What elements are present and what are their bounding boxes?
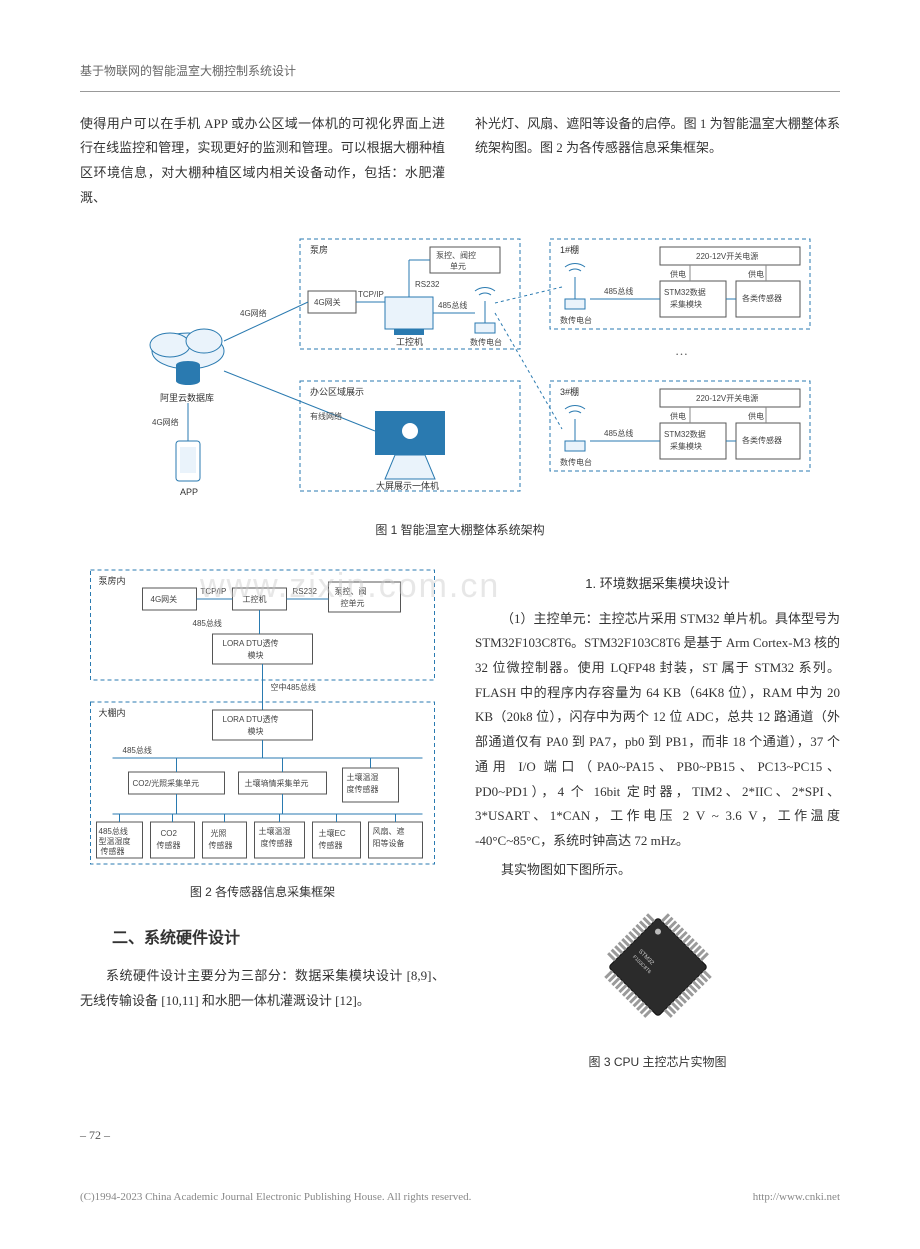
lower-columns: www.zixin.com.cn 泵房内 4G网关 工控机 泵控、阀 控单元 T… <box>80 562 840 1094</box>
fig1-rs232: RS232 <box>415 280 440 289</box>
svg-text:土壤墒情采集单元: 土壤墒情采集单元 <box>245 778 309 788</box>
svg-text:485总线: 485总线 <box>123 745 152 755</box>
section-2-1-p2: 其实物图如下图所示。 <box>475 858 840 883</box>
svg-text:4G网关: 4G网关 <box>151 594 178 604</box>
header-title: 基于物联网的智能温室大棚控制系统设计 <box>80 64 296 78</box>
svg-text:485总线: 485总线 <box>99 826 128 836</box>
fig1-power-1: 供电 <box>670 269 686 279</box>
fig1-screen: 大屏展示一体机 <box>376 480 439 491</box>
svg-text:传感器: 传感器 <box>209 840 233 850</box>
svg-text:风扇、遮: 风扇、遮 <box>373 826 405 836</box>
fig1-psu-2: 220-12V开关电源 <box>696 393 758 403</box>
fig2-pump-inside: 泵房内 <box>99 575 126 586</box>
intro-columns: 使得用户可以在手机 APP 或办公区域一体机的可视化界面上进行在线监控和管理，实… <box>80 112 840 215</box>
svg-text:土壤EC: 土壤EC <box>319 828 346 838</box>
figure-3-wrap: STM32 F103C8T6 <box>475 892 840 1051</box>
fig1-app: APP <box>180 487 198 497</box>
svg-text:STM32数据: STM32数据 <box>664 287 706 297</box>
svg-text:度传感器: 度传感器 <box>347 784 379 794</box>
fig1-485-2: 485总线 <box>604 286 633 296</box>
svg-text:土壤温湿: 土壤温湿 <box>347 772 379 782</box>
svg-text:…: … <box>675 343 688 358</box>
figure-2-diagram: 泵房内 4G网关 工控机 泵控、阀 控单元 TCP/IP RS232 LORA … <box>80 562 445 872</box>
fig1-pump-unit-1: 泵控、阀控 <box>436 250 476 260</box>
svg-text:LORA DTU透传: LORA DTU透传 <box>223 638 279 648</box>
fig1-ipc: 工控机 <box>396 336 423 347</box>
section-2-para: 系统硬件设计主要分为三部分：数据采集模块设计 [8,9]、无线传输设备 [10,… <box>80 964 445 1013</box>
section-2-1-p1: （1）主控单元：主控芯片采用 STM32 单片机。具体型号为 STM32F103… <box>475 607 840 854</box>
svg-text:供电: 供电 <box>670 411 686 421</box>
svg-text:CO2/光照采集单元: CO2/光照采集单元 <box>133 778 200 788</box>
fig1-shed1: 1#棚 <box>560 244 579 255</box>
fig1-sensors-2: 各类传感器 <box>742 435 782 445</box>
fig1-pump-room: 泵房 <box>310 244 328 255</box>
svg-text:RS232: RS232 <box>293 587 318 596</box>
fig1-power-2: 供电 <box>748 269 764 279</box>
svg-text:土壤温湿: 土壤温湿 <box>259 826 291 836</box>
cnki-left: (C)1994-2023 China Academic Journal Elec… <box>80 1187 471 1208</box>
figure-3-caption: 图 3 CPU 主控芯片实物图 <box>475 1051 840 1074</box>
svg-text:模块: 模块 <box>248 726 264 736</box>
page-header: 基于物联网的智能温室大棚控制系统设计 <box>80 60 840 92</box>
figure-1-caption: 图 1 智能温室大棚整体系统架构 <box>80 519 840 542</box>
right-column: 1. 环境数据采集模块设计 （1）主控单元：主控芯片采用 STM32 单片机。具… <box>475 562 840 1094</box>
svg-text:CO2: CO2 <box>161 829 178 838</box>
svg-text:采集模块: 采集模块 <box>670 441 702 451</box>
fig1-gw: 4G网关 <box>314 297 341 307</box>
cnki-right: http://www.cnki.net <box>753 1187 840 1208</box>
chip-icon: STM32 F103C8T6 <box>583 892 733 1042</box>
svg-text:供电: 供电 <box>748 411 764 421</box>
intro-left: 使得用户可以在手机 APP 或办公区域一体机的可视化界面上进行在线监控和管理，实… <box>80 112 445 211</box>
page-number: – 72 – <box>80 1124 840 1147</box>
svg-text:控单元: 控单元 <box>341 598 365 608</box>
svg-text:型温湿度: 型温湿度 <box>99 836 131 846</box>
fig1-dtu-3: 数传电台 <box>560 457 592 467</box>
svg-text:STM32数据: STM32数据 <box>664 429 706 439</box>
fig1-tcpip: TCP/IP <box>358 290 384 299</box>
svg-text:传感器: 传感器 <box>101 846 125 856</box>
svg-text:空中485总线: 空中485总线 <box>271 682 316 692</box>
fig1-4gnet-1: 4G网络 <box>240 308 267 318</box>
fig1-cloud: 阿里云数据库 <box>160 392 214 403</box>
fig1-485-1: 485总线 <box>438 300 467 310</box>
figure-1-wrap: 泵房 泵控、阀控 单元 RS232 工控机 4G网关 TCP/IP 数传电台 4… <box>80 215 840 542</box>
svg-text:LORA DTU透传: LORA DTU透传 <box>223 714 279 724</box>
svg-text:泵控、阀: 泵控、阀 <box>335 586 367 596</box>
svg-text:阳等设备: 阳等设备 <box>373 838 405 848</box>
svg-text:传感器: 传感器 <box>319 840 343 850</box>
intro-right: 补光灯、风扇、遮阳等设备的启停。图 1 为智能温室大棚整体系统架构图。图 2 为… <box>475 112 840 161</box>
svg-text:485总线: 485总线 <box>604 428 633 438</box>
svg-text:485总线: 485总线 <box>193 618 222 628</box>
section-2-1-title: 1. 环境数据采集模块设计 <box>475 572 840 597</box>
svg-text:采集模块: 采集模块 <box>670 299 702 309</box>
svg-text:工控机: 工控机 <box>243 594 267 604</box>
svg-text:传感器: 传感器 <box>157 840 181 850</box>
cnki-footer: (C)1994-2023 China Academic Journal Elec… <box>80 1187 840 1208</box>
svg-text:模块: 模块 <box>248 650 264 660</box>
figure-2-caption: 图 2 各传感器信息采集框架 <box>80 881 445 904</box>
fig1-4gnet-2: 4G网络 <box>152 417 179 427</box>
fig1-sensors-1: 各类传感器 <box>742 293 782 303</box>
fig1-dtu-2: 数传电台 <box>560 315 592 325</box>
figure-1-diagram: 泵房 泵控、阀控 单元 RS232 工控机 4G网关 TCP/IP 数传电台 4… <box>80 231 840 511</box>
fig1-shed3: 3#棚 <box>560 386 579 397</box>
svg-text:光照: 光照 <box>211 828 227 838</box>
fig1-dtu-1: 数传电台 <box>470 337 502 347</box>
fig1-office: 办公区域展示 <box>310 386 364 397</box>
fig1-psu-1: 220-12V开关电源 <box>696 251 758 261</box>
svg-text:单元: 单元 <box>450 261 466 271</box>
svg-text:度传感器: 度传感器 <box>261 838 293 848</box>
left-column: 泵房内 4G网关 工控机 泵控、阀 控单元 TCP/IP RS232 LORA … <box>80 562 445 1094</box>
svg-text:TCP/IP: TCP/IP <box>201 587 227 596</box>
section-2-title: 二、系统硬件设计 <box>80 924 445 954</box>
fig2-shed-inside: 大棚内 <box>99 707 126 718</box>
fig1-wired: 有线网络 <box>310 411 342 421</box>
